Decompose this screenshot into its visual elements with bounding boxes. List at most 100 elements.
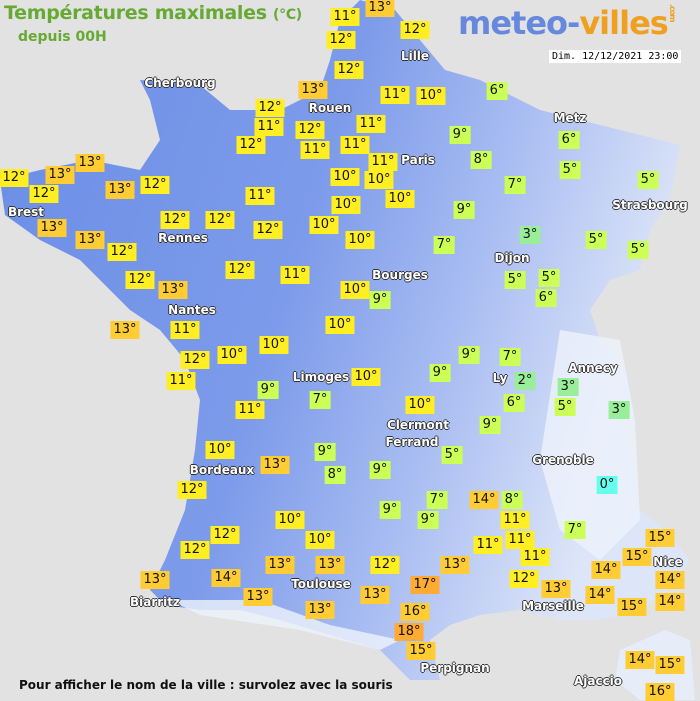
temperature-label[interactable]: 10° [385,190,415,208]
temperature-label[interactable]: 7° [309,391,331,409]
temperature-label[interactable]: 11° [473,536,503,554]
temperature-label[interactable]: 15° [645,529,675,547]
temperature-label[interactable]: 11° [368,153,398,171]
temperature-label[interactable]: 13° [75,154,105,172]
temperature-label[interactable]: 13° [75,231,105,249]
temperature-label[interactable]: 7° [564,521,586,539]
temperature-label[interactable]: 13° [105,181,135,199]
temperature-label[interactable]: 6° [535,289,557,307]
temperature-label[interactable]: 16° [645,683,675,701]
temperature-label[interactable]: 13° [541,580,571,598]
temperature-label[interactable]: 12° [177,481,207,499]
temperature-label[interactable]: 10° [305,531,335,549]
temperature-label[interactable]: 9° [369,461,391,479]
temperature-label[interactable]: 10° [340,281,370,299]
temperature-label[interactable]: 11° [235,401,265,419]
temperature-label[interactable]: 3° [519,226,541,244]
temperature-label[interactable]: 17° [410,576,440,594]
temperature-label[interactable]: 12° [370,556,400,574]
temperature-label[interactable]: 18° [394,623,424,641]
temperature-label[interactable]: 9° [429,364,451,382]
temperature-label[interactable]: 5° [627,241,649,259]
temperature-label[interactable]: 13° [298,81,328,99]
temperature-label[interactable]: 10° [330,168,360,186]
temperature-label[interactable]: 12° [125,271,155,289]
temperature-label[interactable]: 11° [245,187,275,205]
temperature-label[interactable]: 15° [617,598,647,616]
temperature-label[interactable]: 14° [655,571,685,589]
temperature-label[interactable]: 12° [255,99,285,117]
temperature-label[interactable]: 7° [426,491,448,509]
temperature-label[interactable]: 12° [180,351,210,369]
temperature-label[interactable]: 10° [325,316,355,334]
temperature-label[interactable]: 9° [369,291,391,309]
temperature-label[interactable]: 8° [470,151,492,169]
temperature-label[interactable]: 12° [225,261,255,279]
temperature-label[interactable]: 8° [501,491,523,509]
temperature-label[interactable]: 9° [449,126,471,144]
temperature-label[interactable]: 7° [499,348,521,366]
temperature-label[interactable]: 10° [309,216,339,234]
temperature-label[interactable]: 11° [505,531,535,549]
temperature-label[interactable]: 11° [280,266,310,284]
temperature-label[interactable]: 13° [37,219,67,237]
temperature-label[interactable]: 5° [538,269,560,287]
temperature-label[interactable]: 15° [406,642,436,660]
temperature-label[interactable]: 14° [585,586,615,604]
temperature-label[interactable]: 13° [365,0,395,17]
temperature-label[interactable]: 13° [440,556,470,574]
temperature-label[interactable]: 13° [45,166,75,184]
temperature-label[interactable]: 13° [360,586,390,604]
temperature-label[interactable]: 5° [585,231,607,249]
temperature-label[interactable]: 16° [400,603,430,621]
temperature-label[interactable]: 11° [330,8,360,26]
temperature-label[interactable]: 11° [254,118,284,136]
temperature-label[interactable]: 10° [259,336,289,354]
temperature-label[interactable]: 13° [260,456,290,474]
temperature-label[interactable]: 5° [637,171,659,189]
temperature-label[interactable]: 9° [479,416,501,434]
temperature-label[interactable]: 10° [351,368,381,386]
temperature-label[interactable]: 9° [417,511,439,529]
temperature-label[interactable]: 10° [364,171,394,189]
temperature-label[interactable]: 15° [655,656,685,674]
temperature-label[interactable]: 12° [334,61,364,79]
temperature-label[interactable]: 3° [608,401,630,419]
temperature-label[interactable]: 14° [655,593,685,611]
temperature-label[interactable]: 5° [441,446,463,464]
temperature-label[interactable]: 10° [217,346,247,364]
temperature-label[interactable]: 14° [469,491,499,509]
temperature-label[interactable]: 12° [210,526,240,544]
temperature-label[interactable]: 6° [558,131,580,149]
temperature-label[interactable]: 10° [331,196,361,214]
temperature-label[interactable]: 13° [110,321,140,339]
temperature-label[interactable]: 13° [158,281,188,299]
temperature-label[interactable]: 10° [275,511,305,529]
temperature-label[interactable]: 14° [591,561,621,579]
temperature-label[interactable]: 12° [236,136,266,154]
temperature-label[interactable]: 10° [345,231,375,249]
temperature-label[interactable]: 13° [140,571,170,589]
temperature-label[interactable]: 11° [520,548,550,566]
temperature-label[interactable]: 10° [205,441,235,459]
temperature-label[interactable]: 7° [433,236,455,254]
temperature-label[interactable]: 11° [356,115,386,133]
temperature-label[interactable]: 13° [243,588,273,606]
temperature-label[interactable]: 15° [622,548,652,566]
temperature-label[interactable]: 12° [29,185,59,203]
temperature-label[interactable]: 12° [400,21,430,39]
temperature-label[interactable]: 9° [314,443,336,461]
temperature-label[interactable]: 11° [166,372,196,390]
temperature-label[interactable]: 12° [205,211,235,229]
temperature-label[interactable]: 9° [458,346,480,364]
temperature-label[interactable]: 12° [180,541,210,559]
temperature-label[interactable]: 6° [503,394,525,412]
temperature-label[interactable]: 12° [253,221,283,239]
temperature-label[interactable]: 12° [326,31,356,49]
temperature-label[interactable]: 8° [324,466,346,484]
temperature-label[interactable]: 3° [557,378,579,396]
temperature-label[interactable]: 5° [554,398,576,416]
temperature-label[interactable]: 11° [170,321,200,339]
temperature-label[interactable]: 13° [265,556,295,574]
temperature-label[interactable]: 13° [315,556,345,574]
